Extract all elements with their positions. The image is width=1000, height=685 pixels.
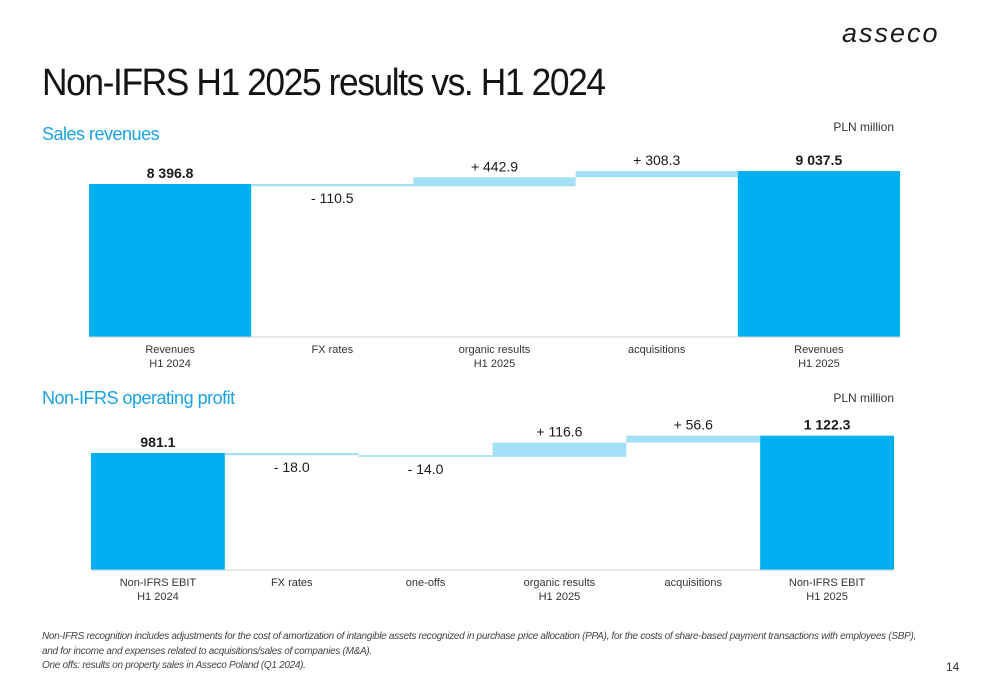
category-label-4: Revenues H1 2025 <box>794 344 844 370</box>
category-label-5: Non-IFRS EBIT H1 2025 <box>789 577 866 603</box>
delta-bar-4 <box>626 435 761 443</box>
page-number: 14 <box>946 660 960 674</box>
asseco-logo: asseco <box>842 18 940 46</box>
total-bar-0 <box>91 453 225 570</box>
value-label-4: + 56.6 <box>674 417 714 433</box>
value-label-0: 981.1 <box>140 434 175 450</box>
chart-title-sales: Sales revenues <box>42 124 160 144</box>
delta-bar-2 <box>413 177 576 187</box>
value-label-1: - 110.5 <box>311 190 354 206</box>
footnote-line-2: and for income and expenses related to a… <box>42 645 372 657</box>
value-label-2: - 14.0 <box>408 461 444 477</box>
delta-bar-2 <box>358 455 493 457</box>
total-bar-0 <box>89 184 252 337</box>
category-label-4: acquisitions <box>665 577 723 589</box>
sales-revenues-waterfall-chart: 8 396.8 Revenues H1 2024 - 110.5 FX rates + 4… <box>89 152 900 370</box>
footnote: Non-IFRS recognition includes adjustment… <box>42 630 922 674</box>
value-label-5: 1 122.3 <box>804 417 851 433</box>
category-label-3: organic results H1 2025 <box>524 577 596 603</box>
footnote-line-3: One offs: results on property sales in A… <box>42 660 306 671</box>
logo-text: asseco <box>842 18 940 46</box>
chart-title-ebit: Non-IFRS operating profit <box>42 388 235 408</box>
total-bar-4 <box>737 171 900 337</box>
delta-bar-1 <box>251 184 414 187</box>
delta-bar-3 <box>575 171 738 178</box>
value-label-3: + 116.6 <box>536 424 582 440</box>
delta-bar-3 <box>492 442 627 457</box>
category-label-0: Non-IFRS EBIT H1 2024 <box>120 577 197 603</box>
category-label-1: FX rates <box>271 577 313 589</box>
value-label-0: 8 396.8 <box>147 165 194 181</box>
value-label-2: + 442.9 <box>471 158 518 174</box>
total-bar-5 <box>760 435 894 570</box>
category-label-1: FX rates <box>312 344 354 356</box>
operating-profit-waterfall-chart: 981.1 Non-IFRS EBIT H1 2024 - 18.0 FX rates -… <box>91 417 894 603</box>
page-title: Non-IFRS H1 2025 results vs. H1 2024 <box>42 62 606 104</box>
value-label-3: + 308.3 <box>633 152 680 168</box>
value-label-4: 9 037.5 <box>796 152 843 168</box>
unit-label-sales: PLN million <box>833 120 894 134</box>
footnote-line-1: Non-IFRS recognition includes adjustment… <box>42 631 916 642</box>
category-label-2: organic results H1 2025 <box>459 344 531 370</box>
value-label-1: - 18.0 <box>274 459 310 475</box>
delta-bar-1 <box>224 453 359 456</box>
unit-label-ebit: PLN million <box>833 391 894 405</box>
category-label-3: acquisitions <box>628 344 686 356</box>
category-label-2: one-offs <box>406 577 446 589</box>
category-label-0: Revenues H1 2024 <box>145 344 195 370</box>
